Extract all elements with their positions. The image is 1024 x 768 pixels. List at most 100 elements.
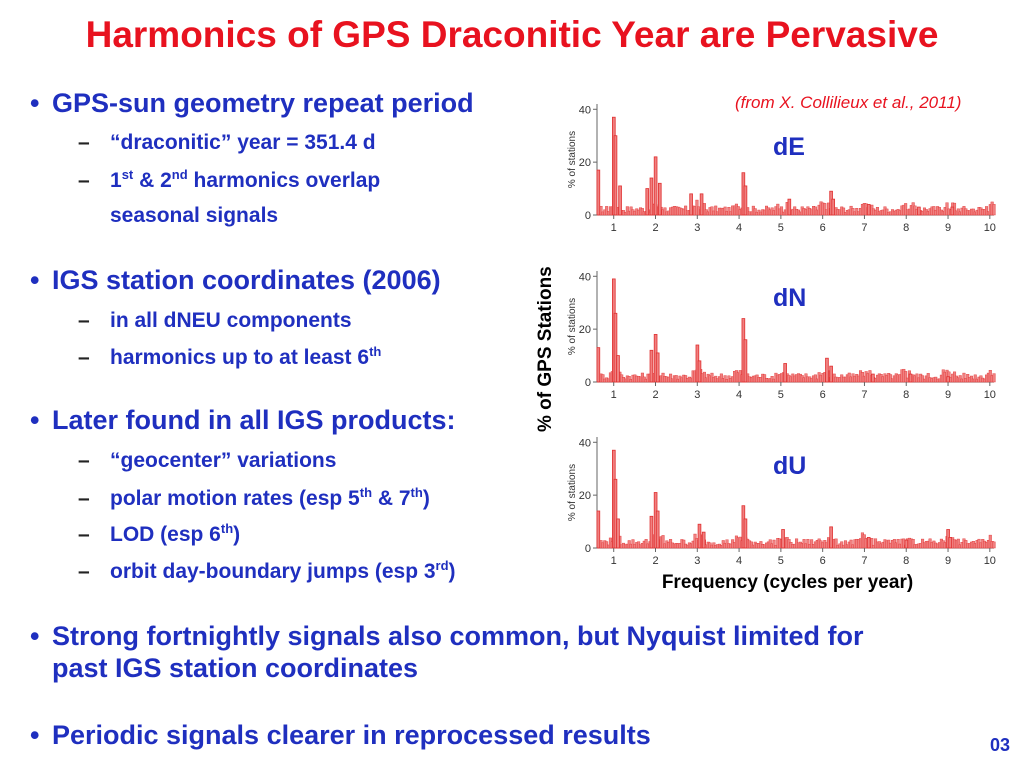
x-tick-label: 10 xyxy=(984,222,996,234)
noise-bar xyxy=(896,539,900,549)
sub-text: “draconitic” year = 351.4 d xyxy=(110,131,376,154)
sub-text-b: & 7 xyxy=(372,487,411,510)
y-tick-label: 40 xyxy=(579,437,591,449)
noise-bar xyxy=(810,539,814,549)
sub-text-a: polar motion rates (esp 5 xyxy=(110,487,360,510)
noise-bar xyxy=(780,206,784,216)
bullet-text: IGS station coordinates (2006) xyxy=(52,265,441,295)
noise-bar xyxy=(840,541,844,549)
noise-bar xyxy=(601,374,605,383)
peak-bar xyxy=(950,206,955,216)
noise-bar xyxy=(823,203,827,216)
y-tick-label: 0 xyxy=(585,543,591,555)
x-tick-label: 7 xyxy=(861,389,867,401)
x-tick-label: 5 xyxy=(778,555,784,567)
noise-bar xyxy=(702,371,706,383)
x-tick-label: 8 xyxy=(903,555,909,567)
y-tick-label: 0 xyxy=(585,210,591,222)
x-tick-label: 2 xyxy=(652,389,658,401)
x-tick-label: 9 xyxy=(945,555,951,567)
peak-bar xyxy=(653,156,658,216)
sub-text-a: LOD (esp 6 xyxy=(110,523,221,546)
bullet-text: Later found in all IGS products: xyxy=(52,405,456,435)
x-tick-label: 2 xyxy=(652,222,658,234)
bullet-text: GPS-sun geometry repeat period xyxy=(52,88,474,118)
noise-bar xyxy=(904,203,908,216)
x-tick-label: 3 xyxy=(694,222,700,234)
peak-bar xyxy=(613,312,618,383)
noise-bar xyxy=(723,375,727,383)
peak-bar xyxy=(781,529,785,549)
sub-text-c: harmonics overlap xyxy=(187,169,381,192)
x-tick-label: 8 xyxy=(903,389,909,401)
sub-text-b: ) xyxy=(448,560,456,583)
peak-bar xyxy=(871,373,875,383)
peak-bar xyxy=(829,526,833,549)
sub-polar-motion: – polar motion rates (esp 5th & 7th) xyxy=(78,485,430,511)
dash-marker: – xyxy=(78,560,90,583)
peak-bar xyxy=(649,177,654,216)
y-tick-label: 20 xyxy=(579,157,591,169)
noise-bar xyxy=(625,206,629,216)
noise-bar xyxy=(631,539,635,549)
noise-bar xyxy=(834,538,838,549)
noise-bar xyxy=(992,204,996,216)
x-tick-label: 6 xyxy=(820,555,826,567)
peak-bar xyxy=(613,135,618,216)
bullet-reprocessed-results: • Periodic signals clearer in reprocessed… xyxy=(30,720,651,751)
x-tick-label: 1 xyxy=(611,222,617,234)
noise-bar xyxy=(849,539,853,549)
peak-bar xyxy=(616,355,620,383)
chart-x-axis-label: Frequency (cycles per year) xyxy=(661,572,914,593)
sub-text: harmonics up to at least 6 xyxy=(110,346,370,369)
noise-bar xyxy=(772,539,776,549)
peak-bar xyxy=(645,188,650,216)
dash-marker: – xyxy=(78,487,90,510)
peak-bar xyxy=(596,347,601,383)
x-tick-label: 7 xyxy=(861,222,867,234)
panel-y-axis-label: % of stations xyxy=(567,464,578,521)
background-spectrum xyxy=(597,199,996,216)
peak-bar xyxy=(697,360,702,383)
noise-bar xyxy=(663,207,667,216)
noise-bar xyxy=(992,373,996,383)
sub-lod: – LOD (esp 6th) xyxy=(78,521,240,547)
panel-y-axis-label: % of stations xyxy=(567,298,578,355)
x-tick-label: 3 xyxy=(694,389,700,401)
noise-bar xyxy=(674,375,678,383)
sub-text-a: 1 xyxy=(110,169,122,192)
x-tick-label: 5 xyxy=(778,222,784,234)
noise-bar xyxy=(958,375,962,383)
x-tick-label: 2 xyxy=(652,555,658,567)
slide-title: Harmonics of GPS Draconitic Year are Per… xyxy=(85,14,939,55)
noise-bar xyxy=(956,538,960,549)
bullet-text: Periodic signals clearer in reprocessed … xyxy=(52,720,651,750)
x-tick-label: 3 xyxy=(694,555,700,567)
x-tick-label: 1 xyxy=(611,389,617,401)
x-tick-label: 5 xyxy=(778,389,784,401)
x-tick-label: 4 xyxy=(736,555,742,567)
x-tick-label: 6 xyxy=(820,222,826,234)
bullet-dot: • xyxy=(30,88,40,118)
sub-text-b: ) xyxy=(233,523,241,546)
dash-marker: – xyxy=(78,346,90,369)
peak-bar xyxy=(829,365,833,383)
peak-bar xyxy=(743,518,748,549)
bullet-dot: • xyxy=(30,621,40,651)
panel-title: dN xyxy=(773,284,806,312)
peak-bar xyxy=(787,198,792,216)
dash-marker: – xyxy=(78,449,90,472)
sub-geocenter: – “geocenter” variations xyxy=(78,449,336,473)
x-tick-label: 9 xyxy=(945,222,951,234)
peak-bar xyxy=(657,182,662,216)
bullet-dot: • xyxy=(30,720,40,750)
panel-y-axis-label: % of stations xyxy=(567,131,578,188)
sup-st: st xyxy=(121,167,134,182)
noise-bar xyxy=(727,206,731,216)
x-tick-label: 4 xyxy=(736,222,742,234)
peak-bar xyxy=(613,478,618,549)
peak-bar xyxy=(908,373,913,383)
noise-bar xyxy=(889,374,893,383)
noise-bar xyxy=(904,371,908,383)
